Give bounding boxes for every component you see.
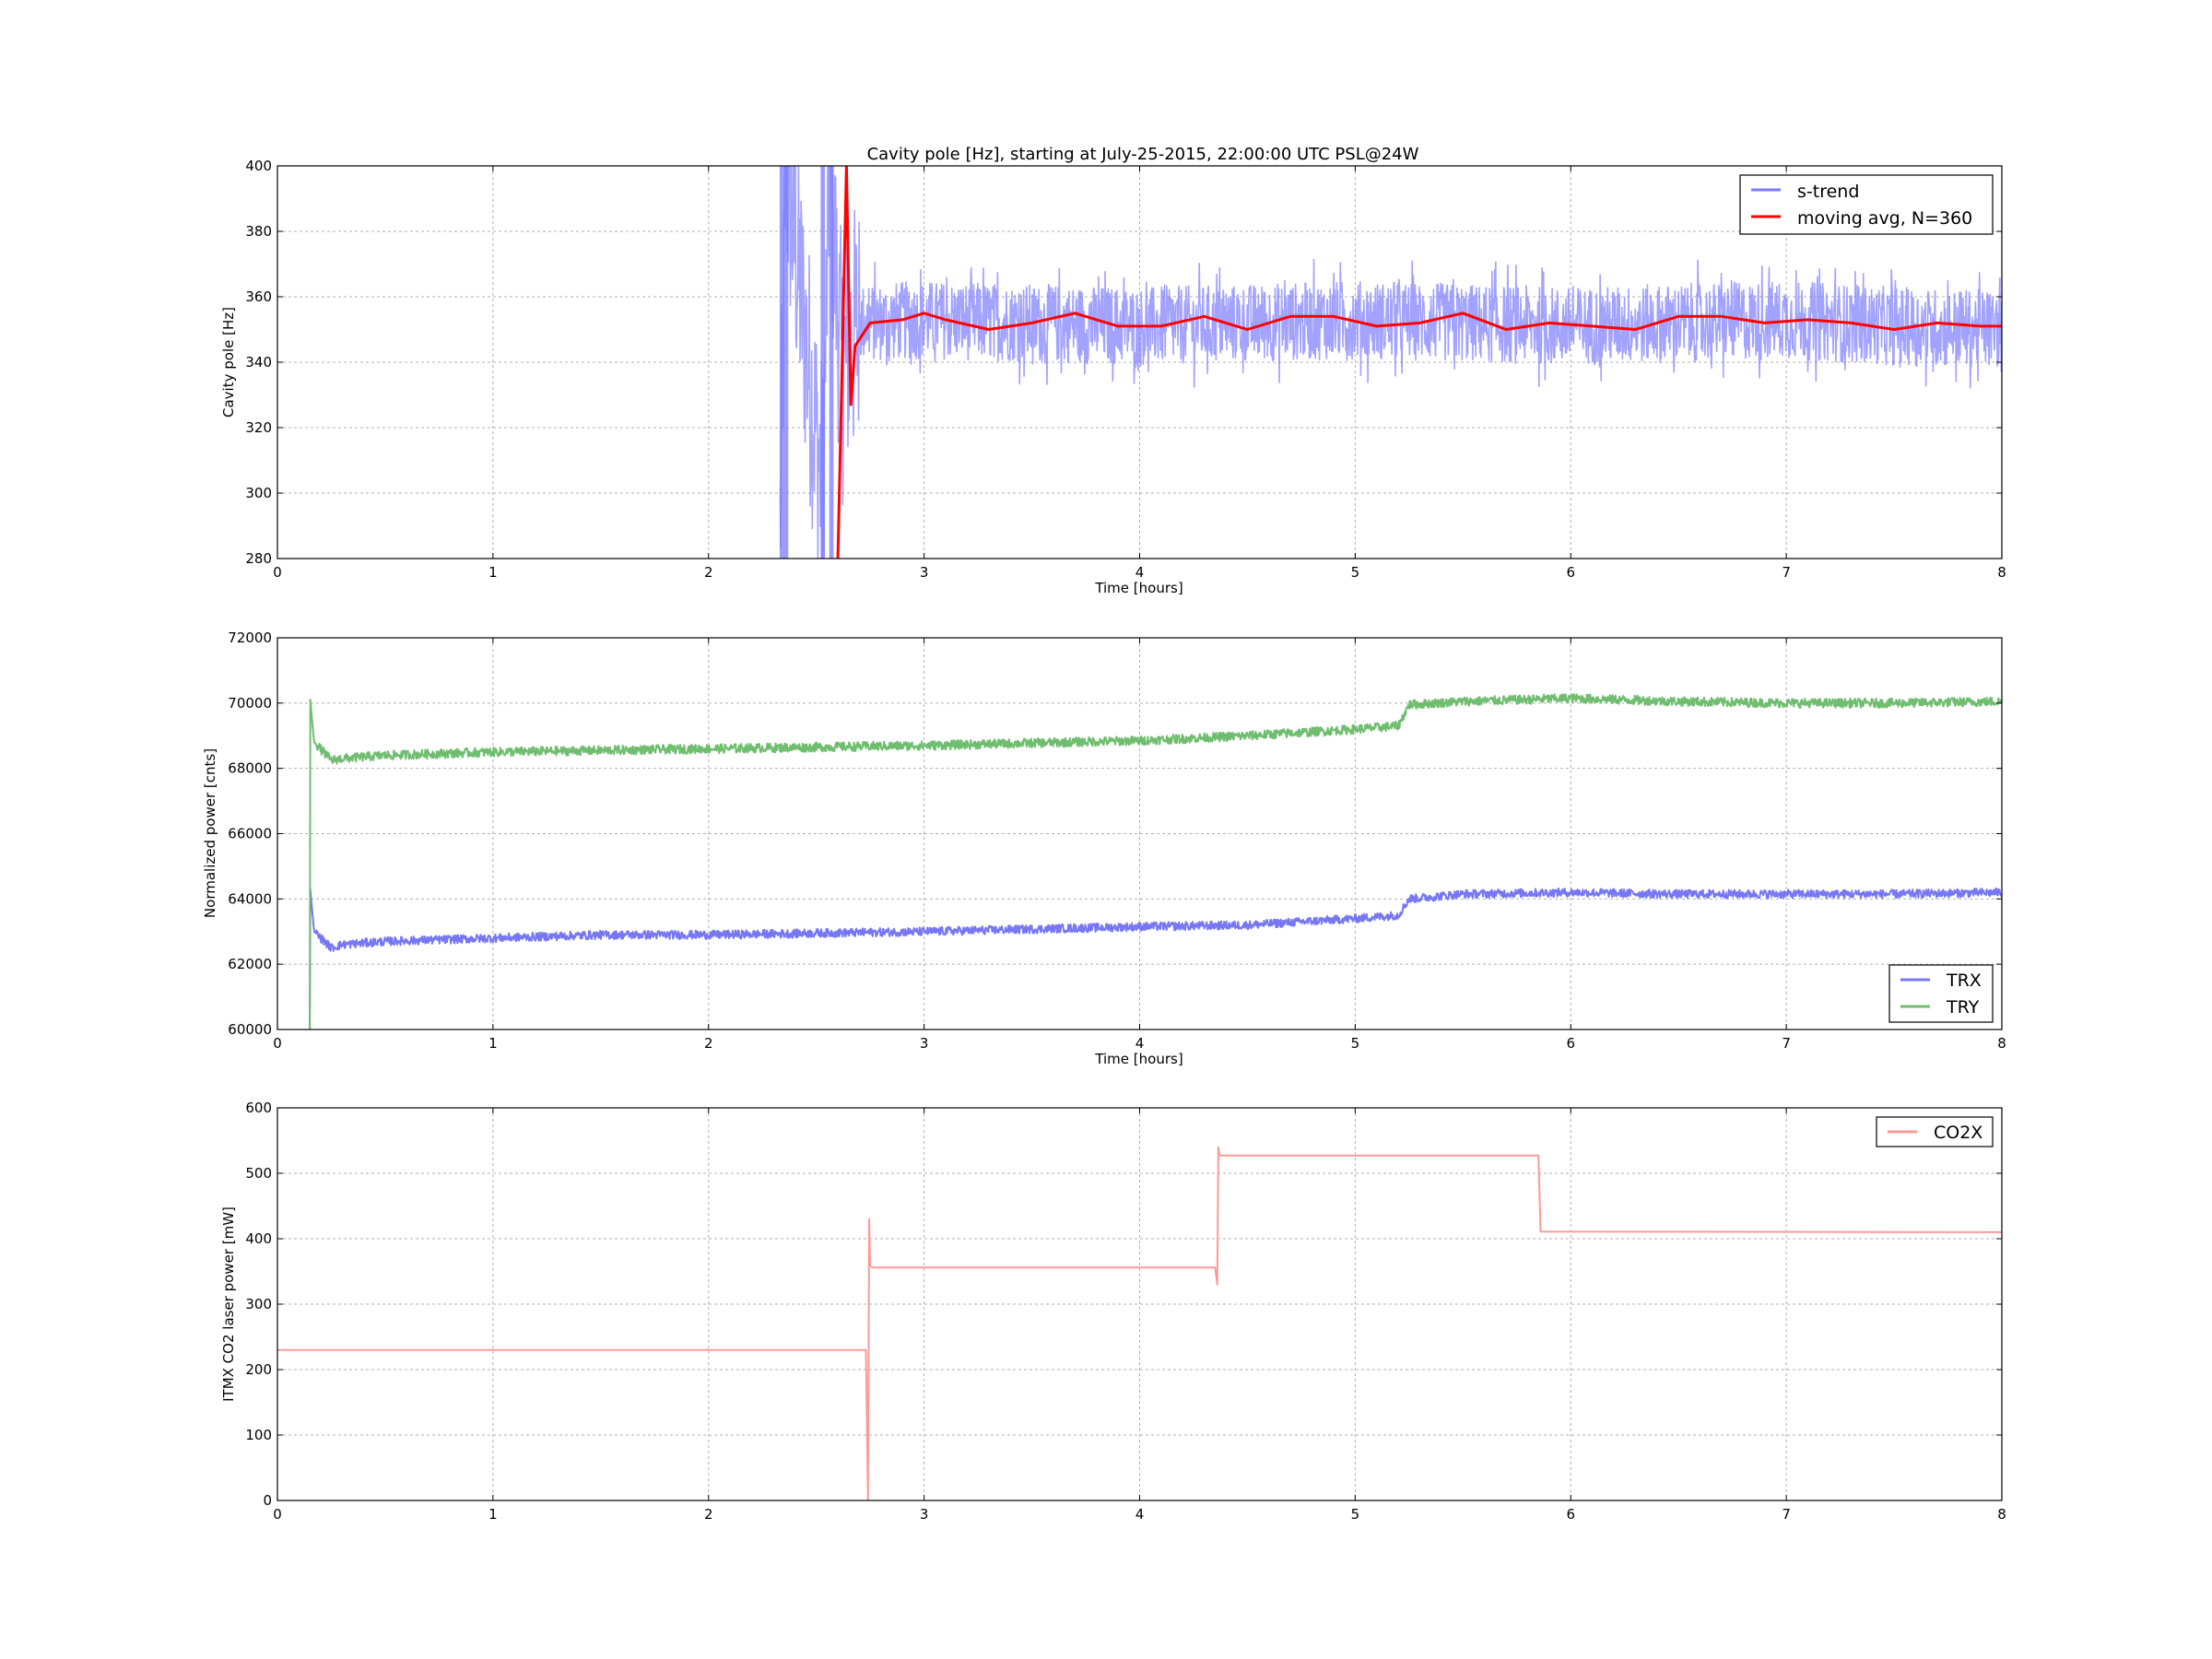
power-panel: 60000 62000 64000 66000 68000 70000 72000 0 1 2 3… [202,629,2006,1067]
x-tick-label: 8 [1997,1506,2006,1523]
y-tick-label: 68000 [228,760,272,777]
cavity-pole-x-label: Time [hours] [1094,580,1182,596]
power-plot-area [309,693,2002,1030]
y-tick-label: 400 [245,1230,272,1247]
legend-label-moving-avg: moving avg, N=360 [1797,208,1972,229]
y-tick-label: 380 [245,223,272,240]
y-tick-label: 320 [245,419,272,436]
cavity-pole-title: Cavity pole [Hz], starting at July-25-20… [867,145,1419,164]
series-s-trend-burst [829,166,834,559]
series-line-trx [309,887,2002,1030]
series-line-moving-avg-n-360 [836,166,2002,559]
co2-frame [276,1107,2003,1501]
x-tick-label: 6 [1566,564,1575,581]
x-tick-label: 6 [1566,1035,1575,1052]
power-legend: TRX TRY [1888,964,1994,1023]
co2-panel: 0 100 200 300 400 500 600 0 1 2 3 4 5 6 7 8 ITMX CO2 l… [220,1100,2006,1523]
cavity-pole-legend-box [1739,174,1994,235]
power-frame [276,637,2003,1030]
power-legend-box [1888,964,1994,1023]
power-y-label: Normalized power [cnts] [202,748,218,918]
x-tick-label: 0 [273,564,282,581]
co2-y-ticks: 0 100 200 300 400 500 600 [245,1100,2002,1509]
x-tick-label: 4 [1135,1506,1145,1523]
x-tick-label: 0 [273,1035,282,1052]
legend-label-trx: TRX [1946,971,1982,991]
y-tick-label: 600 [245,1100,272,1116]
x-tick-label: 1 [488,1035,498,1052]
cavity-pole-y-label: Cavity pole [Hz] [220,307,237,418]
x-tick-label: 7 [1782,1035,1791,1052]
series-line-co2x [277,1146,2002,1500]
x-tick-label: 2 [704,564,713,581]
cavity-pole-x-ticks: 0 1 2 3 4 5 6 7 8 [273,166,2006,581]
co2-plot-area [277,1146,2002,1500]
x-tick-label: 0 [273,1506,282,1523]
y-tick-label: 400 [245,158,272,174]
x-tick-label: 5 [1351,1506,1360,1523]
y-tick-label: 500 [245,1165,272,1182]
cavity-pole-y-ticks: 280 300 320 340 360 380 400 [245,158,2002,567]
series-line-s-trend [779,166,2002,559]
x-tick-label: 2 [704,1035,713,1052]
x-tick-label: 6 [1566,1506,1575,1523]
co2-y-label: ITMX CO2 laser power [mW] [220,1206,237,1402]
y-tick-label: 72000 [228,629,272,646]
series-s-trend-burst [820,166,826,559]
y-tick-label: 280 [245,550,272,567]
y-tick-label: 360 [245,288,272,305]
co2-legend: CO2X [1876,1116,1994,1147]
power-grid [277,638,2002,1030]
y-tick-label: 300 [245,1296,272,1312]
x-tick-label: 1 [488,564,498,581]
y-tick-label: 66000 [228,826,272,842]
cavity-pole-plot-area [779,166,2002,559]
x-tick-label: 7 [1782,564,1791,581]
power-x-label: Time [hours] [1094,1051,1182,1067]
cavity-pole-frame [276,165,2003,559]
y-tick-label: 62000 [228,956,272,972]
power-y-ticks: 60000 62000 64000 66000 68000 70000 72000 [228,629,2002,1038]
x-tick-label: 4 [1135,564,1145,581]
legend-label-s-trend: s-trend [1797,182,1859,202]
series-line-try [309,693,2002,1030]
y-tick-label: 70000 [228,695,272,712]
y-tick-label: 100 [245,1427,272,1443]
y-tick-label: 60000 [228,1021,272,1038]
x-tick-label: 5 [1351,1035,1360,1052]
co2-x-ticks: 0 1 2 3 4 5 6 7 8 [273,1108,2006,1523]
y-tick-label: 340 [245,354,272,371]
x-tick-label: 4 [1135,1035,1145,1052]
x-tick-label: 1 [488,1506,498,1523]
cavity-pole-legend: s-trend moving avg, N=360 [1739,174,1994,235]
x-tick-label: 3 [920,1506,929,1523]
legend-label-try: TRY [1946,997,1980,1018]
y-tick-label: 300 [245,485,272,501]
x-tick-label: 2 [704,1506,713,1523]
cavity-pole-panel: Cavity pole [Hz], starting at July-25-20… [220,145,2006,596]
x-tick-label: 3 [920,564,929,581]
x-tick-label: 8 [1997,1035,2006,1052]
co2-grid [277,1108,2002,1500]
y-tick-label: 0 [263,1492,272,1509]
x-tick-label: 8 [1997,564,2006,581]
x-tick-label: 3 [920,1035,929,1052]
legend-label-co2x: CO2X [1934,1123,1983,1143]
y-tick-label: 64000 [228,890,272,907]
x-tick-label: 5 [1351,564,1360,581]
y-tick-label: 200 [245,1361,272,1378]
x-tick-label: 7 [1782,1506,1791,1523]
